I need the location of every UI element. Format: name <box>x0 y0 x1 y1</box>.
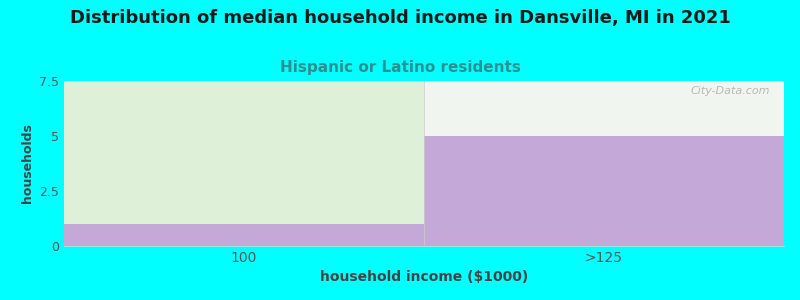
Text: Distribution of median household income in Dansville, MI in 2021: Distribution of median household income … <box>70 9 730 27</box>
Text: Hispanic or Latino residents: Hispanic or Latino residents <box>279 60 521 75</box>
Text: City-Data.com: City-Data.com <box>690 86 770 96</box>
Y-axis label: households: households <box>21 124 34 203</box>
X-axis label: household income ($1000): household income ($1000) <box>320 270 528 284</box>
